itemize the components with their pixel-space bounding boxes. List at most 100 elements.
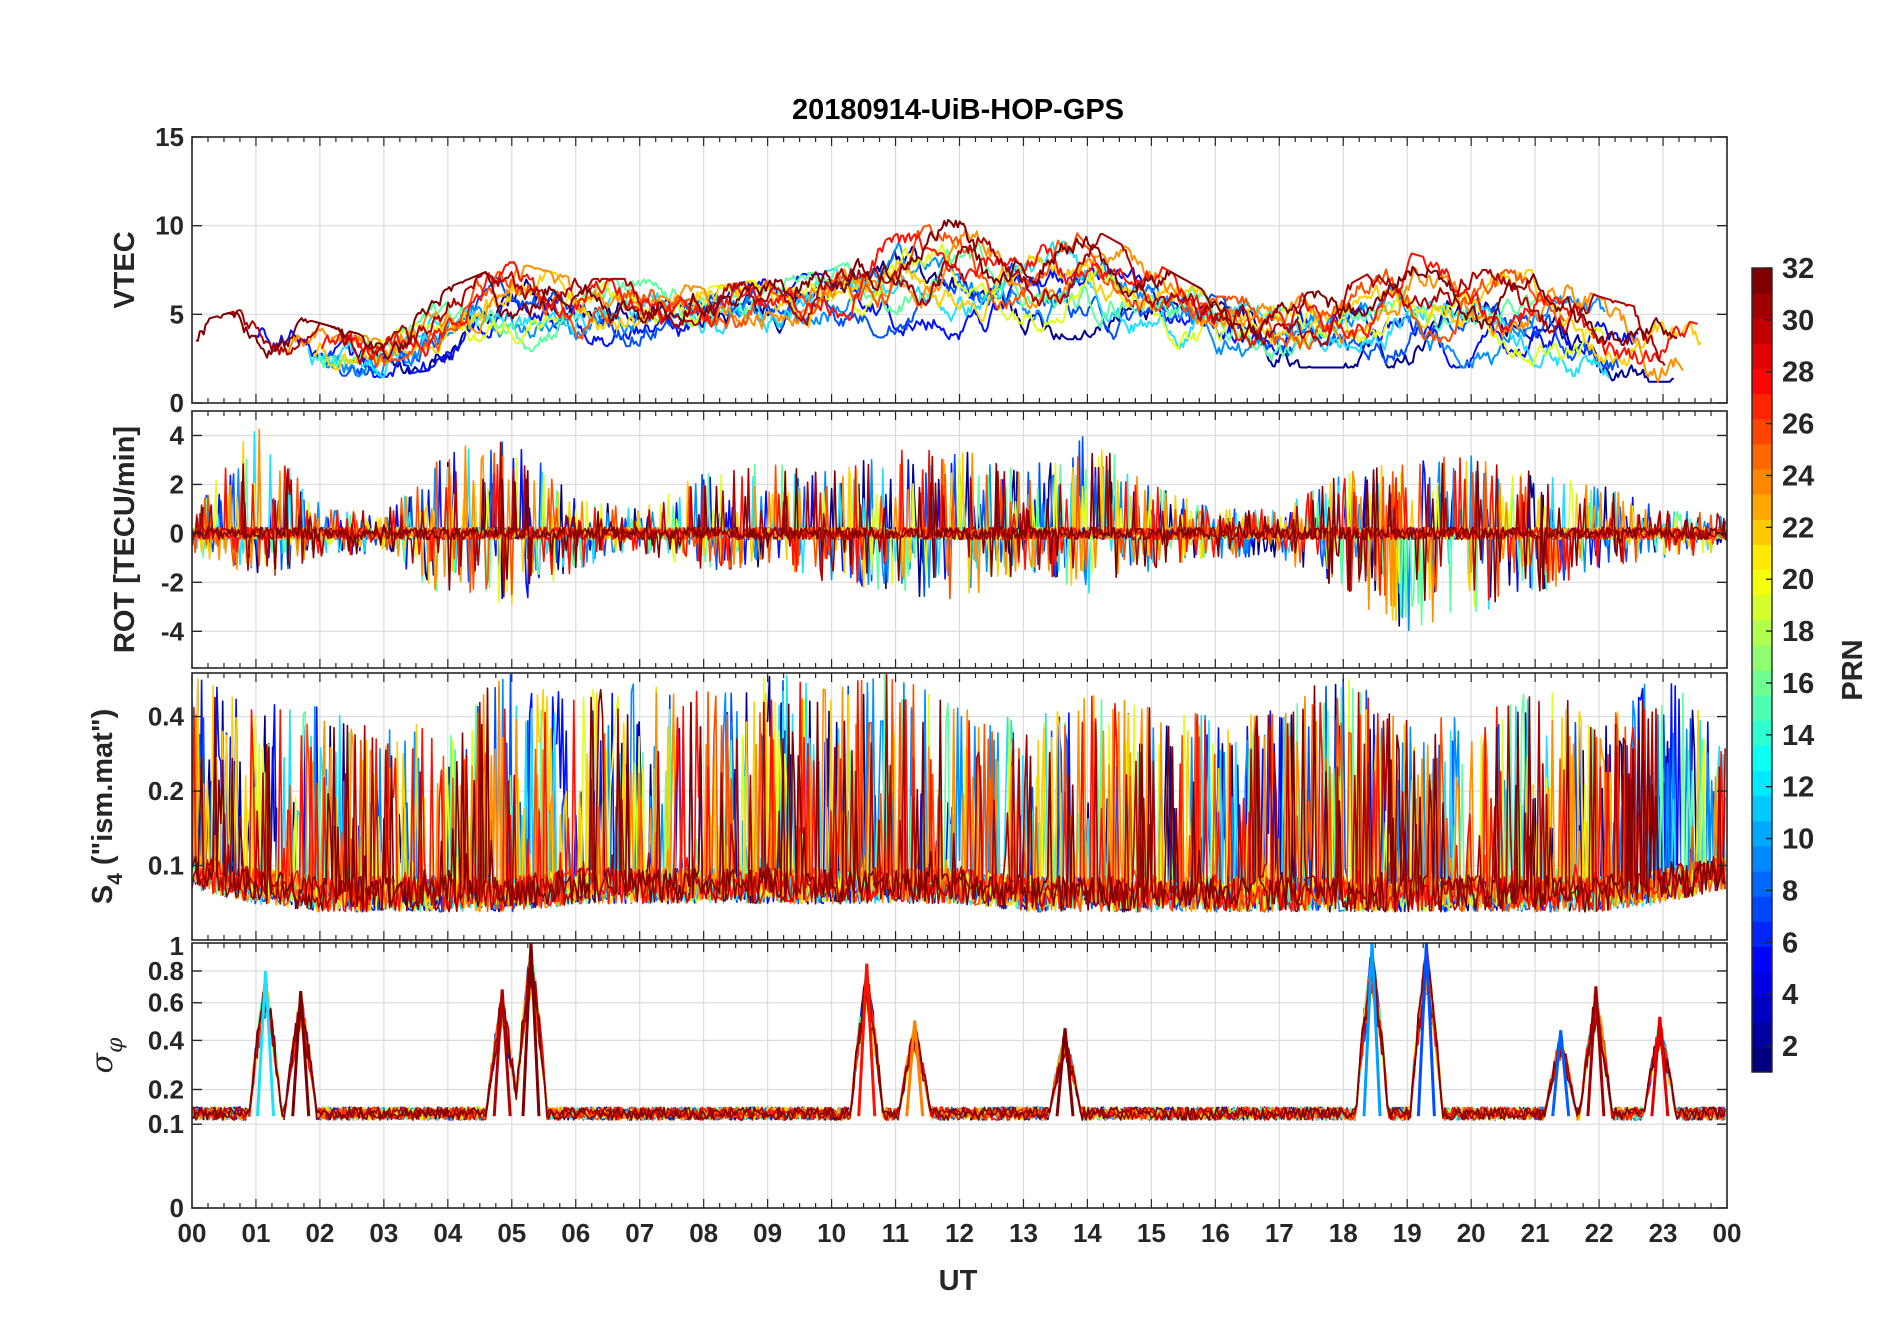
x-tick-label: 05 [497,1218,526,1248]
colorbar-segment [1752,644,1772,671]
x-tick-label: 19 [1393,1218,1422,1248]
colorbar-segment [1752,820,1772,847]
colorbar-segment [1752,293,1772,319]
panel-s4-series [192,673,1726,913]
colorbar-segment [1752,845,1772,872]
colorbar-segment [1752,971,1772,998]
colorbar-segment [1752,368,1772,395]
y-tick-label: 0.2 [148,776,184,806]
y-tick-label: 10 [155,211,184,241]
series-line-prn-12 [307,240,1610,379]
y-tick-label: 0.4 [148,1025,185,1055]
colorbar-segment [1752,594,1772,621]
colorbar-segment [1752,946,1772,973]
panel-sigphi: 0 0.1 0.2 0.4 0.60.81 σφ 00 01 02 03 04 05 06 07 08 09 1… [85,931,1741,1248]
x-tick-label: 11 [882,1218,910,1248]
x-tick-label: 15 [1137,1218,1166,1248]
sigma-phi-spike [1551,1030,1571,1117]
series-line-prn-32 [192,685,1726,913]
colorbar-segment [1752,469,1772,495]
colorbar-segment [1752,418,1772,445]
panel-vtec: 0 5 10 15 VTEC [109,122,1728,418]
x-tick-label: 22 [1585,1218,1614,1248]
colorbar-segment [1752,569,1772,596]
colorbar-segment [1752,494,1772,520]
colorbar-tick-label: 18 [1782,616,1814,648]
y-tick-label: 4 [170,420,185,450]
x-tick-label: 08 [689,1218,718,1248]
x-tick-label: 18 [1329,1218,1358,1248]
y-axis-label: S4 ("ism.mat") [87,709,127,905]
y-tick-label: 15 [155,122,184,152]
y-axis-label: VTEC [109,231,141,308]
x-tick-label: 23 [1649,1218,1678,1248]
y-tick-label: 0.1 [148,851,184,881]
panel-rot-series [192,428,1727,632]
colorbar-tick-label: 22 [1782,512,1814,544]
x-tick-label: 07 [625,1218,654,1248]
y-tick-label: -2 [161,567,184,597]
sigma-phi-spike [1055,1028,1075,1117]
x-tick-label: 12 [945,1218,974,1248]
y-tick-label: 0 [170,518,184,548]
x-tick-label: 10 [817,1218,846,1248]
sigma-phi-spike [1362,943,1382,1117]
x-tick-label: 01 [241,1218,270,1248]
y-tick-label: 1 [170,931,184,961]
x-tick-label: 03 [369,1218,398,1248]
colorbar-tick-label: 14 [1782,720,1814,752]
colorbar-segment [1752,268,1772,294]
x-tick-label: 14 [1073,1218,1102,1248]
colorbar-label: PRN [1837,639,1869,700]
colorbar-frame [1751,267,1773,1073]
colorbar-segment [1752,619,1772,646]
y-tick-label: 0.1 [148,1109,184,1139]
colorbar-segment [1752,720,1772,746]
series-line-prn-28 [320,232,1698,365]
panel-sigphi-series [192,943,1726,1121]
series-line-prn-30 [225,233,1666,367]
panel-vtec-series [195,218,1702,383]
x-tick-label: 13 [1009,1218,1038,1248]
y-axis-label: σφ [85,1037,128,1073]
y-tick-label: 0.6 [148,988,184,1018]
colorbar-segment [1752,871,1772,897]
colorbar-segment [1752,318,1772,344]
x-tick-label: 00 [1713,1218,1742,1248]
x-tick-label: 21 [1521,1218,1550,1248]
sigma-phi-spike [905,1020,925,1117]
series-line-prn-32 [195,218,1678,360]
colorbar-segment [1752,770,1772,797]
colorbar-tick-label: 24 [1782,460,1814,492]
panel-rot: -4 -2 0 2 4 ROT [TECU/min] [109,410,1728,669]
y-tick-label: 0.4 [148,702,185,732]
colorbar-tick-label: 12 [1782,772,1814,804]
sigma-phi-spike [256,970,276,1117]
series-line-prn-30 [192,961,1726,1121]
colorbar-segment [1752,695,1772,721]
colorbar-segment [1752,443,1772,470]
sigma-phi-spike [492,989,512,1117]
colorbar-tick-label: 4 [1782,979,1798,1011]
colorbar-tick-label: 8 [1782,875,1798,907]
x-tick-label: 20 [1457,1218,1486,1248]
colorbar-segment [1752,745,1772,772]
colorbar-segment [1752,1046,1772,1073]
series-line-prn-25 [353,224,1566,368]
chart-title: 20180914-UiB-HOP-GPS [792,94,1124,126]
sigma-phi-spike [291,990,311,1117]
colorbar-tick-label: 20 [1782,564,1814,596]
colorbar-tick-label: 16 [1782,668,1814,700]
panel-s4: 0.1 0.2 0.4 S4 ("ism.mat") [87,672,1728,941]
x-tick-label: 00 [178,1218,207,1248]
series-line-prn-32 [192,960,1726,1121]
colorbar-segment [1752,343,1772,370]
colorbar-tick-label: 10 [1782,824,1814,856]
colorbar-tick-label: 28 [1782,357,1814,389]
colorbar-segment [1752,670,1772,696]
x-tick-label: 02 [305,1218,334,1248]
sigma-phi-spike [1650,1016,1670,1117]
y-tick-label: 0.8 [148,956,184,986]
colorbar-tick-label: 26 [1782,409,1814,441]
